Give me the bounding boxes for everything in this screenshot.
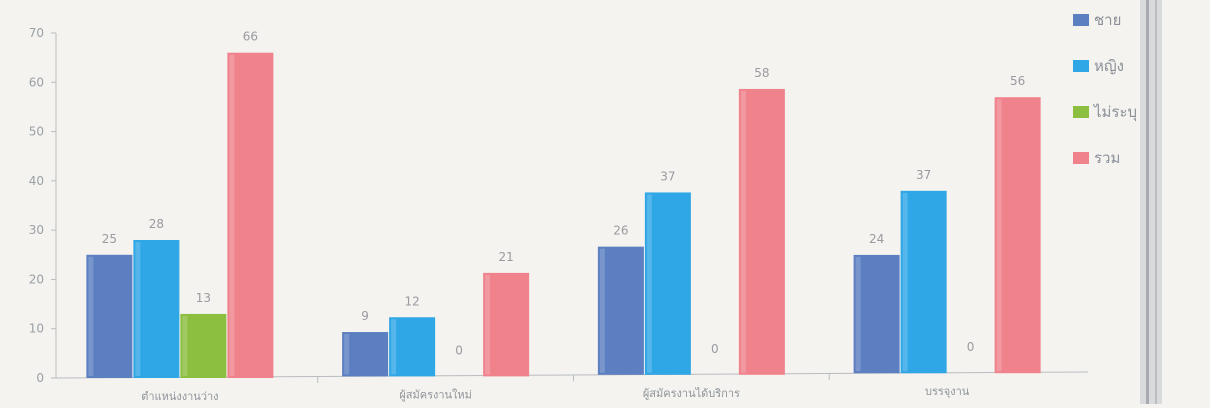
bar-highlight (599, 248, 605, 373)
bar-highlight (229, 54, 235, 376)
legend-label: ไม่ระบุ (1093, 103, 1137, 122)
bar-highlight (996, 99, 1002, 372)
y-tick-label: 0 (36, 371, 44, 385)
data-label: 58 (754, 66, 769, 80)
data-labels-group: 25 28 13 66 9 12 0 21 26 37 0 58 24 37 0 56 (102, 30, 1026, 358)
bar-highlight (391, 319, 397, 375)
y-tick-label: 50 (29, 125, 44, 139)
legend-swatch (1073, 60, 1089, 72)
bar (180, 313, 227, 378)
x-category-label: ผู้สมัครงานได้บริการ (643, 387, 740, 400)
data-label: 13 (196, 291, 211, 305)
legend-swatch (1073, 14, 1089, 26)
data-label: 56 (1010, 74, 1025, 88)
y-axis: 0 10 20 30 40 50 60 70 (29, 26, 57, 385)
bar (644, 192, 691, 375)
bar-highlight (485, 274, 491, 375)
bar (853, 254, 900, 374)
bar (389, 317, 436, 377)
data-label: 9 (361, 309, 369, 323)
data-label: 37 (916, 168, 931, 182)
bar-highlight (135, 242, 141, 376)
bars-group (86, 52, 1041, 378)
scan-edge-line (1146, 0, 1149, 404)
x-category-label: ผู้สมัครงานใหม่ (399, 388, 472, 401)
bar-highlight (646, 194, 652, 373)
y-tick-label: 60 (29, 75, 44, 89)
y-tick-label: 30 (29, 223, 44, 237)
bar (994, 97, 1041, 374)
bar-highlight (740, 90, 746, 373)
bar (597, 246, 644, 375)
bar-highlight (344, 334, 350, 375)
bar (900, 190, 947, 374)
bar (738, 88, 785, 375)
y-tick-label: 10 (29, 322, 44, 336)
data-label: 66 (243, 30, 258, 44)
bar (86, 254, 133, 378)
legend-label: ชาย (1094, 11, 1121, 29)
data-label: 37 (660, 169, 675, 183)
data-label: 26 (613, 224, 628, 238)
data-label: 12 (404, 294, 419, 308)
bar-highlight (902, 192, 908, 372)
data-label: 28 (149, 217, 164, 231)
legend-swatch (1073, 106, 1089, 118)
data-label: 25 (102, 232, 117, 246)
bar-highlight (855, 256, 861, 372)
data-label: 0 (967, 340, 975, 354)
scan-edge-strip (1140, 0, 1162, 404)
x-category-label: ตำแหน่งงานว่าง (141, 390, 218, 403)
bar-highlight (88, 256, 94, 376)
legend-label: หญิง (1094, 57, 1124, 75)
y-tick-label: 40 (29, 174, 44, 188)
scan-edge-line-2 (1155, 0, 1157, 404)
y-tick-label: 20 (29, 272, 44, 286)
bar (227, 52, 274, 378)
bar (133, 240, 180, 378)
data-label: 21 (498, 250, 513, 264)
bar (342, 332, 389, 377)
x-category-label: บรรจุงาน (925, 385, 970, 398)
y-tick-label: 70 (29, 26, 44, 40)
legend-swatch (1073, 152, 1089, 164)
data-label: 0 (455, 343, 463, 357)
data-label: 24 (869, 232, 884, 246)
legend-label: รวม (1094, 149, 1120, 167)
data-label: 0 (711, 342, 719, 356)
bar (483, 272, 530, 377)
bar-highlight (182, 315, 188, 376)
